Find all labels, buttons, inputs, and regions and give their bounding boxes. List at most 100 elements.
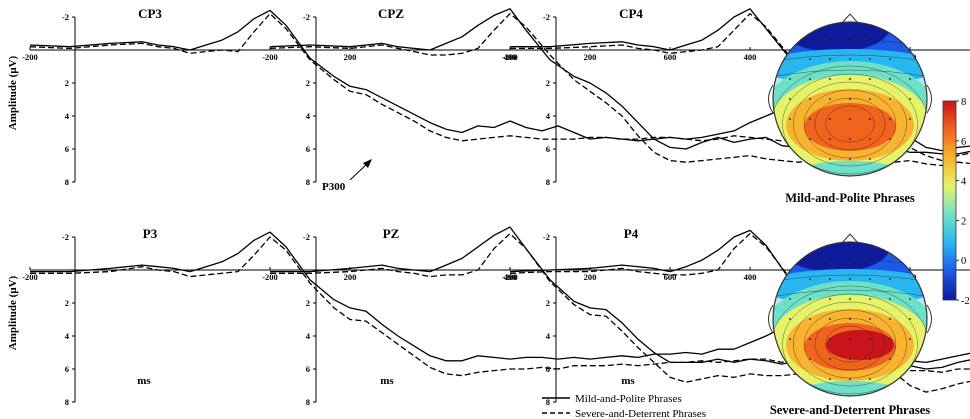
colorbar: 8 6 4 2 0 -2 — [942, 97, 970, 307]
y-tick-label: 2 — [546, 298, 550, 308]
electrode-dot — [829, 338, 831, 340]
electrode-dot — [909, 318, 911, 320]
right-ear — [926, 304, 932, 334]
series-line-severe — [509, 233, 970, 393]
panel-title: CP3 — [138, 6, 162, 21]
y-tick-label: 2 — [65, 78, 69, 88]
x-tick-label: -200 — [502, 272, 518, 282]
left-ear — [768, 304, 774, 334]
x-tick-label: -200 — [22, 272, 38, 282]
p300-arrow-head — [363, 159, 372, 168]
colorbar-gradient — [942, 100, 957, 301]
electrode-dot — [849, 98, 851, 100]
x-tick-label: 400 — [744, 272, 757, 282]
head-outline — [772, 21, 928, 177]
electrode-dot — [909, 338, 911, 340]
electrode-dot — [849, 298, 851, 300]
electrode-dot — [849, 358, 851, 360]
colorbar-tick-label: -2 — [961, 296, 970, 307]
electrode-dot — [869, 298, 871, 300]
topomap-mild — [768, 13, 932, 177]
x-tick-label: -200 — [262, 272, 278, 282]
frontal-min-zone — [780, 22, 890, 52]
electrode-dot — [789, 298, 791, 300]
x-tick-label: 200 — [584, 272, 597, 282]
electrode-dot — [889, 118, 891, 120]
colorbar-tick-label: 4 — [961, 177, 967, 188]
y-tick-label: 2 — [546, 78, 550, 88]
electrode-dot — [809, 298, 811, 300]
y-tick-label: 4 — [306, 111, 311, 121]
x-tick-label: 600 — [664, 272, 677, 282]
colorbar-tick-label: 0 — [961, 256, 966, 267]
electrode-dot — [809, 338, 811, 340]
electrode-dot — [869, 158, 871, 160]
electrode-dot — [869, 58, 871, 60]
y-tick-label: 8 — [65, 177, 69, 187]
x-tick-label: 400 — [744, 52, 757, 62]
electrode-dot — [829, 138, 831, 140]
p300-annotation: P300 — [322, 159, 372, 193]
electrode-dot — [809, 318, 811, 320]
electrode-dot — [849, 138, 851, 140]
electrode-dot — [849, 318, 851, 320]
electrode-dot — [849, 278, 851, 280]
electrode-dot — [889, 358, 891, 360]
electrode-dot — [869, 318, 871, 320]
legend-solid-label: Mild-and-Polite Phrases — [575, 393, 682, 405]
x-axis-label-3: ms — [621, 375, 635, 387]
y-tick-label: 2 — [306, 298, 310, 308]
electrode-dot — [869, 98, 871, 100]
electrode-dot — [889, 338, 891, 340]
legend: Mild-and-Polite Phrases Severe-and-Deter… — [542, 393, 706, 419]
frontal-min-zone — [780, 242, 890, 272]
y-tick-label: 8 — [546, 177, 550, 187]
p300-arrow-line — [349, 162, 369, 181]
electrode-dot — [869, 138, 871, 140]
series-line-mild — [509, 229, 970, 370]
electrode-dot — [889, 138, 891, 140]
x-tick-label: 200 — [584, 52, 597, 62]
electrode-dot — [829, 298, 831, 300]
y-tick-label: -2 — [543, 232, 550, 242]
colorbar-tick-label: 8 — [961, 97, 966, 108]
x-tick-label: -200 — [22, 52, 38, 62]
y-tick-label: -2 — [303, 232, 310, 242]
y-tick-label: 2 — [65, 298, 69, 308]
electrode-dot — [869, 78, 871, 80]
head-outline — [772, 241, 928, 397]
electrode-dot — [869, 118, 871, 120]
x-axis-label-1: ms — [137, 375, 151, 387]
x-tick-label: 400 — [504, 52, 517, 62]
electrode-dot — [809, 78, 811, 80]
x-tick-label: 400 — [504, 272, 517, 282]
right-ear — [926, 84, 932, 114]
electrode-dot — [829, 78, 831, 80]
electrode-dot — [829, 58, 831, 60]
parietal-max-zone — [804, 103, 896, 151]
panel-title: PZ — [383, 226, 400, 241]
electrode-dot — [909, 298, 911, 300]
topomap-severe-title: Severe-and-Deterrent Phrases — [770, 403, 930, 417]
electrode-dot — [889, 318, 891, 320]
panel-title: CP4 — [619, 6, 643, 21]
electrode-dot — [849, 338, 851, 340]
electrode-dot — [829, 358, 831, 360]
y-tick-label: -2 — [303, 12, 310, 22]
nose — [841, 233, 859, 244]
electrode-dot — [869, 358, 871, 360]
y-tick-label: -2 — [62, 232, 69, 242]
electrode-dot — [829, 38, 831, 40]
y-axis-label-bottom: Amplitude (μV) — [7, 275, 19, 350]
y-tick-label: 8 — [306, 397, 310, 407]
series-line-severe — [30, 236, 831, 377]
y-tick-label: 6 — [65, 144, 69, 154]
colorbar-tick-label: 2 — [961, 216, 966, 227]
nose — [841, 13, 859, 24]
legend-dashed-label: Severe-and-Deterrent Phrases — [575, 408, 706, 419]
electrode-dot — [869, 378, 871, 380]
y-tick-label: 4 — [306, 331, 311, 341]
electrode-dot — [809, 98, 811, 100]
